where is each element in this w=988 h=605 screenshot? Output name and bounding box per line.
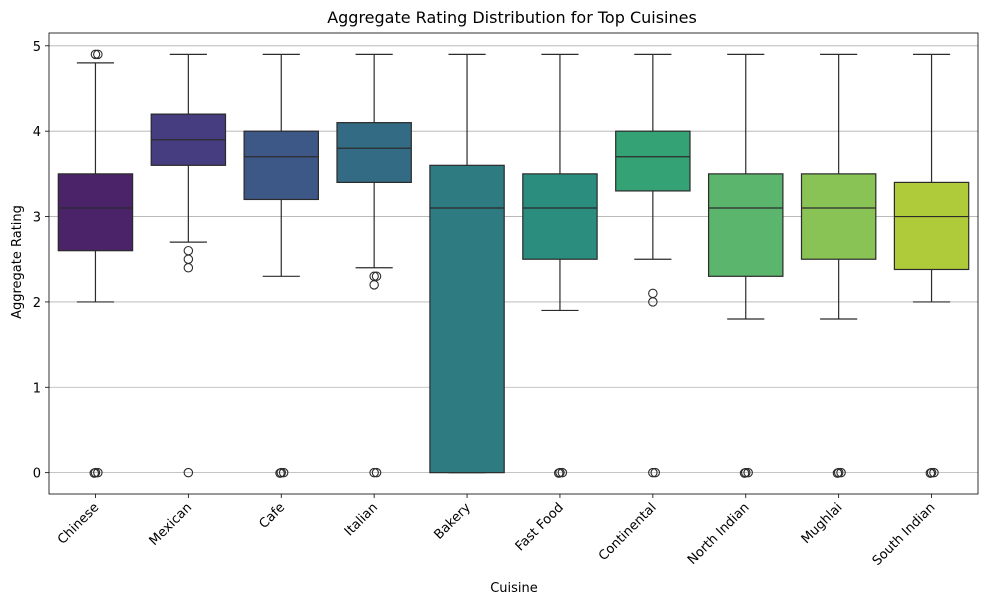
outlier-point [648,297,658,307]
x-tick-label: Italian [342,500,381,539]
outlier-point [183,263,194,273]
iqr-box [429,164,505,474]
box-bakery [429,53,505,474]
outlier-point [557,467,568,478]
y-axis-title: Aggregate Rating [10,205,25,319]
outlier-point [371,467,382,478]
box-mughlai [800,53,877,478]
y-axis: 0 1 2 3 4 5 [33,40,49,482]
outlier-point [89,468,100,478]
outlier-point [275,468,285,478]
y-tick-label: 1 [33,381,41,396]
iqr-box [57,173,134,252]
outlier-point [739,468,750,478]
outlier-point [278,467,289,478]
outlier-point [369,467,379,478]
x-tick-label: Bakery [431,500,474,543]
outlier-point [183,467,194,478]
outlier-point [93,49,103,60]
x-tick-label: Cafe [257,500,289,532]
x-tick-label: South Indian [870,500,939,569]
x-tick-label: Chinese [55,500,102,547]
boxes-group [57,49,970,478]
outlier-point [93,467,103,478]
box-mexican [150,53,227,478]
outlier-point [369,280,379,290]
iqr-box [522,173,598,260]
outlier-point [648,467,658,478]
iqr-box [800,173,877,260]
outlier-point [553,468,564,478]
box-cafe [243,53,320,478]
box-continental [615,53,691,478]
box-north-indian [707,53,784,478]
outlier-point [925,468,936,478]
box-italian [336,53,412,478]
y-tick-label: 2 [33,296,41,311]
y-tick-label: 3 [33,211,41,226]
iqr-box [893,181,970,271]
x-tick-label: Mughlai [799,500,846,547]
outlier-point [371,271,382,282]
y-tick-label: 4 [33,125,41,140]
plot-frame [48,32,979,495]
outlier-point [183,254,194,264]
box-south-indian [893,53,970,478]
x-tick-label: North Indian [685,500,753,568]
outlier-point [650,467,660,478]
box-fast-food [522,53,598,478]
x-tick-label: Fast Food [513,500,567,554]
box-chinese [57,49,134,478]
outlier-point [743,467,753,478]
iqr-box [615,130,691,192]
x-axis: Chinese Mexican Cafe Italian Bakery Fast Food… [55,494,938,569]
chart-title: Aggregate Rating Distribution for Top Cu… [327,8,697,27]
outlier-point [648,288,658,299]
outlier-point [183,245,194,256]
outlier-point [90,49,101,60]
outlier-point [929,467,939,478]
x-tick-label: Mexican [147,500,196,549]
y-tick-label: 5 [33,40,41,55]
x-tick-label: Continental [596,500,660,564]
y-tick-label: 0 [33,467,41,482]
iqr-box [707,173,784,277]
outlier-point [836,467,846,478]
x-axis-title: Cuisine [490,581,538,596]
iqr-box [336,122,412,183]
outlier-point [832,468,843,478]
iqr-box [243,130,320,201]
